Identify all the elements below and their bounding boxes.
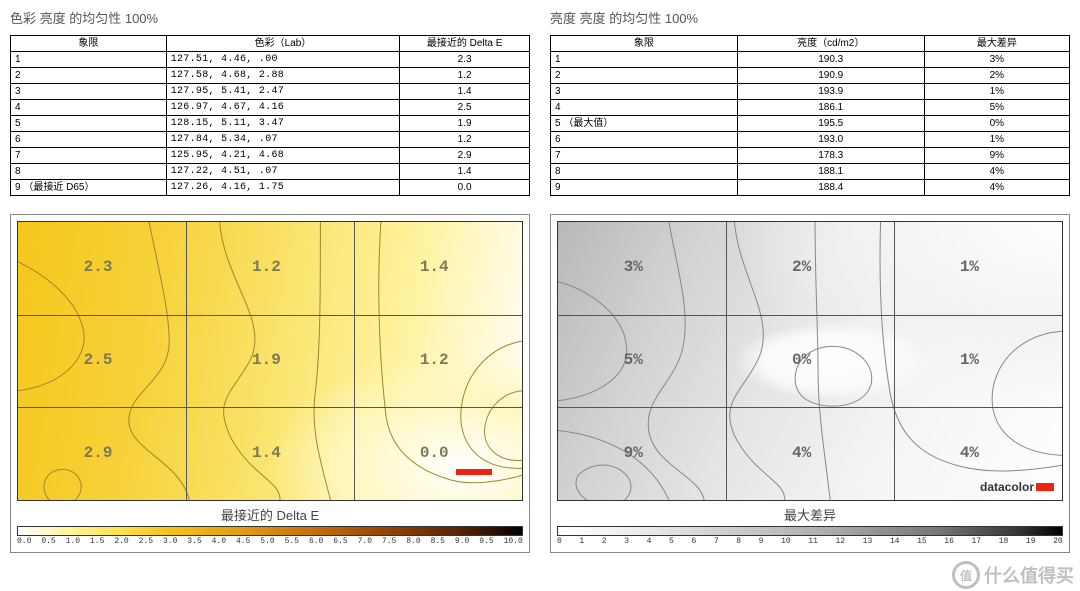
col-cdm2: 亮度（cd/m2） [737, 36, 924, 52]
heatmap-cell-value: 0.0 [420, 444, 449, 462]
table-row: 1190.33% [551, 52, 1070, 68]
col-lab: 色彩（Lab） [166, 36, 400, 52]
heatmap-cell-value: 5% [624, 351, 643, 369]
table-row: 3193.91% [551, 84, 1070, 100]
heatmap-cell-value: 0% [792, 351, 811, 369]
table-row: 8188.14% [551, 164, 1070, 180]
color-uniformity-panel: 色彩 亮度 的均匀性 100% 象限 色彩（Lab） 最接近的 Delta E … [10, 8, 530, 553]
luminance-heatmap-box: 3% 2% 1% 5% 0% 1% 9% 4% 4% datacolor 最大差异 012345… [550, 214, 1070, 553]
color-heatmap-box: 2.3 1.2 1.4 2.5 1.9 1.2 2.9 1.4 0.0 最接近的 Delta E… [10, 214, 530, 553]
col-quadrant: 象限 [11, 36, 167, 52]
color-colorbar: 0.00.51.01.52.02.53.03.54.04.55.05.56.06… [17, 526, 523, 546]
table-row: 3127.95, 5.41, 2.471.4 [11, 84, 530, 100]
heatmap-cell-value: 1.2 [252, 258, 281, 276]
table-row: 5 （最大值）195.50% [551, 116, 1070, 132]
heatmap-cell-value: 1% [960, 258, 979, 276]
heatmap-cell-value: 2.3 [84, 258, 113, 276]
heatmap-cell-value: 1.9 [252, 351, 281, 369]
col-maxdiff: 最大差异 [924, 36, 1069, 52]
table-row: 2127.58, 4.68, 2.881.2 [11, 68, 530, 84]
table-row: 7178.39% [551, 148, 1070, 164]
datacolor-logo: datacolor [980, 480, 1054, 494]
table-row: 2190.92% [551, 68, 1070, 84]
col-deltae: 最接近的 Delta E [400, 36, 530, 52]
heatmap-cell-value: 2% [792, 258, 811, 276]
heatmap-cell-value: 9% [624, 444, 643, 462]
luminance-heatmap: 3% 2% 1% 5% 0% 1% 9% 4% 4% datacolor [557, 221, 1063, 501]
heatmap-cell-value: 1.4 [420, 258, 449, 276]
color-heatmap-caption: 最接近的 Delta E [17, 505, 523, 524]
heatmap-cell-value: 3% [624, 258, 643, 276]
heatmap-cell-value: 4% [792, 444, 811, 462]
table-row: 6193.01% [551, 132, 1070, 148]
color-table: 象限 色彩（Lab） 最接近的 Delta E 1127.51, 4.46, .… [10, 35, 530, 196]
heatmap-cell-value: 1% [960, 351, 979, 369]
heatmap-cell-value: 2.9 [84, 444, 113, 462]
table-row: 4186.15% [551, 100, 1070, 116]
luminance-table: 象限 亮度（cd/m2） 最大差异 1190.33%2190.92%3193.9… [550, 35, 1070, 196]
color-heatmap: 2.3 1.2 1.4 2.5 1.9 1.2 2.9 1.4 0.0 [17, 221, 523, 501]
luminance-heatmap-caption: 最大差异 [557, 505, 1063, 524]
watermark: 值什么值得买 [952, 561, 1074, 589]
heatmap-cell-value: 1.2 [420, 351, 449, 369]
table-row: 1127.51, 4.46, .002.3 [11, 52, 530, 68]
table-row: 9 （最接近 D65）127.26, 4.16, 1.750.0 [11, 180, 530, 196]
table-row: 5128.15, 5.11, 3.471.9 [11, 116, 530, 132]
left-title: 色彩 亮度 的均匀性 100% [10, 8, 530, 27]
heatmap-cell-value: 1.4 [252, 444, 281, 462]
table-row: 4126.97, 4.67, 4.162.5 [11, 100, 530, 116]
table-row: 7125.95, 4.21, 4.682.9 [11, 148, 530, 164]
col-quadrant: 象限 [551, 36, 738, 52]
right-title: 亮度 亮度 的均匀性 100% [550, 8, 1070, 27]
luminance-uniformity-panel: 亮度 亮度 的均匀性 100% 象限 亮度（cd/m2） 最大差异 1190.3… [550, 8, 1070, 553]
heatmap-cell-value: 2.5 [84, 351, 113, 369]
heatmap-cell-value: 4% [960, 444, 979, 462]
red-marker [456, 469, 492, 475]
luminance-colorbar: 01234567891011121314151617181920 [557, 526, 1063, 546]
table-row: 9188.44% [551, 180, 1070, 196]
table-row: 8127.22, 4.51, .071.4 [11, 164, 530, 180]
table-row: 6127.84, 5.34, .071.2 [11, 132, 530, 148]
